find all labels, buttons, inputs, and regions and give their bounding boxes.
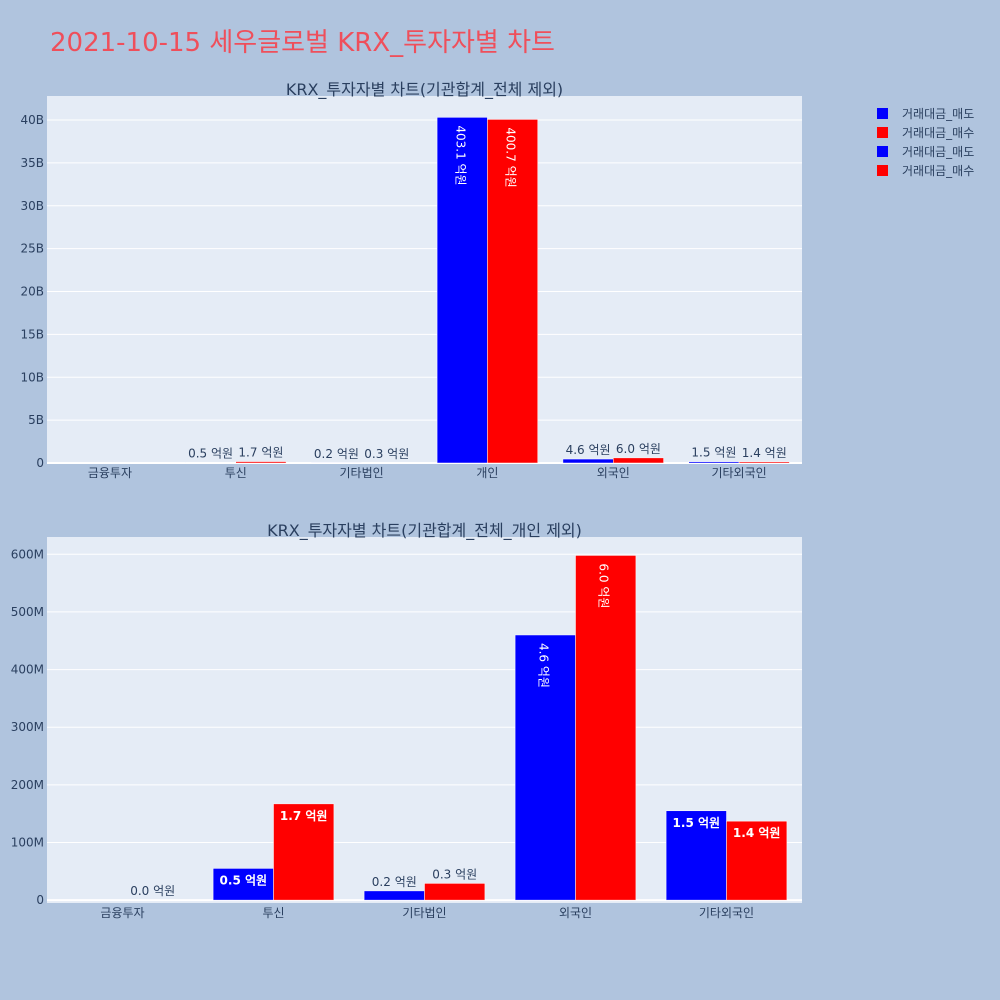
data-label: 0.2 억원 — [314, 447, 359, 461]
y-tick-label: 40B — [20, 113, 44, 127]
data-label: 403.1 억원 — [453, 125, 467, 185]
data-label: 0.3 억원 — [364, 447, 409, 461]
data-label: 6.0 억원 — [616, 442, 661, 456]
legend-label[interactable]: 거래대금_매도 — [902, 107, 974, 121]
data-label: 1.7 억원 — [280, 809, 328, 823]
data-label: 1.5 억원 — [673, 816, 721, 830]
data-label: 400.7 억원 — [504, 127, 518, 187]
x-tick-label: 금융투자 — [100, 906, 144, 920]
y-tick-label: 100M — [11, 835, 44, 849]
page-title: 2021-10-15 세우글로벌 KRX_투자자별 차트 — [50, 28, 555, 58]
x-tick-label: 금융투자 — [88, 466, 132, 480]
y-tick-label: 5B — [28, 413, 44, 427]
y-tick-label: 0 — [36, 893, 44, 907]
legend-label[interactable]: 거래대금_매수 — [902, 164, 974, 178]
y-tick-label: 20B — [20, 285, 44, 299]
y-tick-label: 15B — [20, 327, 44, 341]
bar[interactable] — [436, 117, 488, 464]
y-tick-label: 30B — [20, 199, 44, 213]
x-tick-label: 외국인 — [559, 906, 592, 920]
x-tick-label: 기타외국인 — [699, 906, 754, 920]
bar[interactable] — [738, 461, 790, 464]
y-tick-label: 500M — [11, 605, 44, 619]
y-tick-label: 25B — [20, 242, 44, 256]
data-label: 0.3 억원 — [432, 867, 477, 881]
chart-title: KRX_투자자별 차트(기관합계_전체 제외) — [286, 80, 563, 100]
x-tick-label: 외국인 — [597, 466, 630, 480]
data-label: 1.7 억원 — [238, 446, 283, 460]
legend-swatch[interactable] — [877, 165, 888, 176]
bar[interactable] — [726, 820, 788, 901]
y-tick-label: 300M — [11, 720, 44, 734]
bar[interactable] — [562, 458, 614, 464]
x-tick-label: 투신 — [225, 466, 247, 480]
bar[interactable] — [212, 868, 274, 901]
y-tick-label: 200M — [11, 778, 44, 792]
chart-top: 0 5B 10B 15B 20B 25B 30B 35B 40B KRX_투자자별 차트(기관합계… — [20, 80, 802, 480]
y-tick-label: 10B — [20, 370, 44, 384]
bar[interactable] — [487, 119, 538, 464]
data-label: 4.6 억원 — [566, 443, 611, 457]
x-tick-label: 투신 — [262, 906, 284, 920]
legend-swatch[interactable] — [877, 146, 888, 157]
data-label: 1.5 억원 — [691, 446, 736, 460]
bar[interactable] — [424, 883, 486, 901]
data-label: 0.5 억원 — [220, 873, 268, 887]
legend-label[interactable]: 거래대금_매도 — [902, 145, 974, 159]
data-label: 6.0 억원 — [597, 563, 611, 608]
legend-label[interactable]: 거래대금_매수 — [902, 126, 974, 140]
bar[interactable] — [688, 461, 740, 464]
legend-swatch[interactable] — [877, 108, 888, 119]
bar[interactable] — [514, 634, 576, 901]
x-tick-label: 기타법인 — [402, 906, 446, 920]
x-tick-label: 개인 — [476, 466, 498, 480]
data-label: 1.4 억원 — [742, 446, 787, 460]
y-tick-label: 0 — [36, 456, 44, 470]
data-label: 1.4 억원 — [733, 826, 781, 840]
bar[interactable] — [665, 810, 727, 901]
y-tick-label: 35B — [20, 156, 44, 170]
bar[interactable] — [363, 890, 425, 901]
bar[interactable] — [273, 803, 335, 901]
y-tick-label: 400M — [11, 663, 44, 677]
data-label: 0.2 억원 — [372, 875, 417, 889]
plot-area — [47, 96, 802, 463]
data-label: 0.0 억원 — [130, 884, 175, 898]
bar[interactable] — [235, 461, 287, 464]
chart-bottom: 0 100M 200M 300M 400M 500M 600M KRX_투자자별 차트(기관합… — [11, 521, 802, 920]
chart-title: KRX_투자자별 차트(기관합계_전체_개인 제외) — [267, 521, 582, 541]
data-label: 0.5 억원 — [188, 447, 233, 461]
data-label: 4.6 억원 — [536, 643, 550, 688]
bar[interactable] — [613, 457, 664, 464]
y-tick-label: 600M — [11, 547, 44, 561]
bar[interactable] — [575, 555, 637, 901]
legend-swatch[interactable] — [877, 127, 888, 138]
x-tick-label: 기타외국인 — [711, 466, 766, 480]
x-tick-label: 기타법인 — [339, 466, 383, 480]
